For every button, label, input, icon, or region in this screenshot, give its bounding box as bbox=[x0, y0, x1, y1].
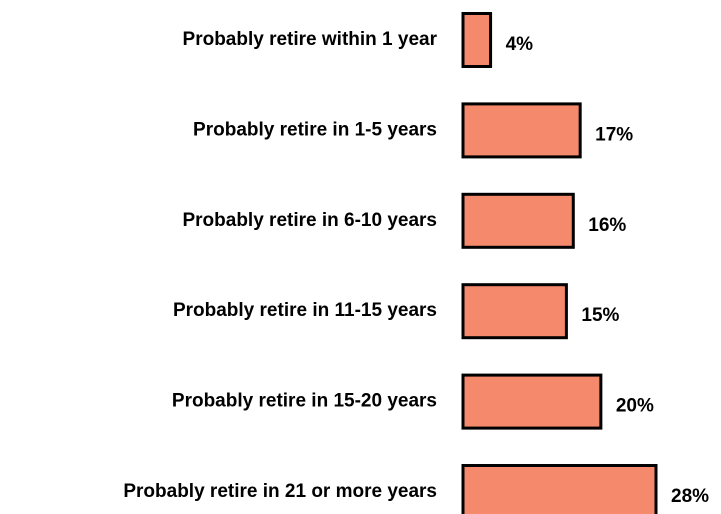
category-label: Probably retire in 21 or more years bbox=[123, 481, 437, 502]
category-label: Probably retire within 1 year bbox=[183, 29, 438, 50]
category-label: Probably retire in 6-10 years bbox=[182, 210, 437, 231]
bar bbox=[461, 192, 575, 249]
bar bbox=[461, 12, 493, 68]
bar bbox=[461, 464, 658, 514]
value-label: 20% bbox=[616, 396, 654, 417]
value-label: 4% bbox=[506, 34, 534, 55]
bar bbox=[461, 102, 582, 159]
value-label: 28% bbox=[671, 486, 709, 507]
category-label: Probably retire in 1-5 years bbox=[193, 119, 437, 140]
value-label: 16% bbox=[588, 215, 626, 236]
bar bbox=[461, 283, 568, 340]
value-label: 17% bbox=[595, 124, 633, 145]
category-label: Probably retire in 11-15 years bbox=[173, 300, 437, 321]
category-label: Probably retire in 15-20 years bbox=[172, 391, 437, 412]
value-label: 15% bbox=[581, 305, 619, 326]
bar bbox=[461, 373, 603, 430]
